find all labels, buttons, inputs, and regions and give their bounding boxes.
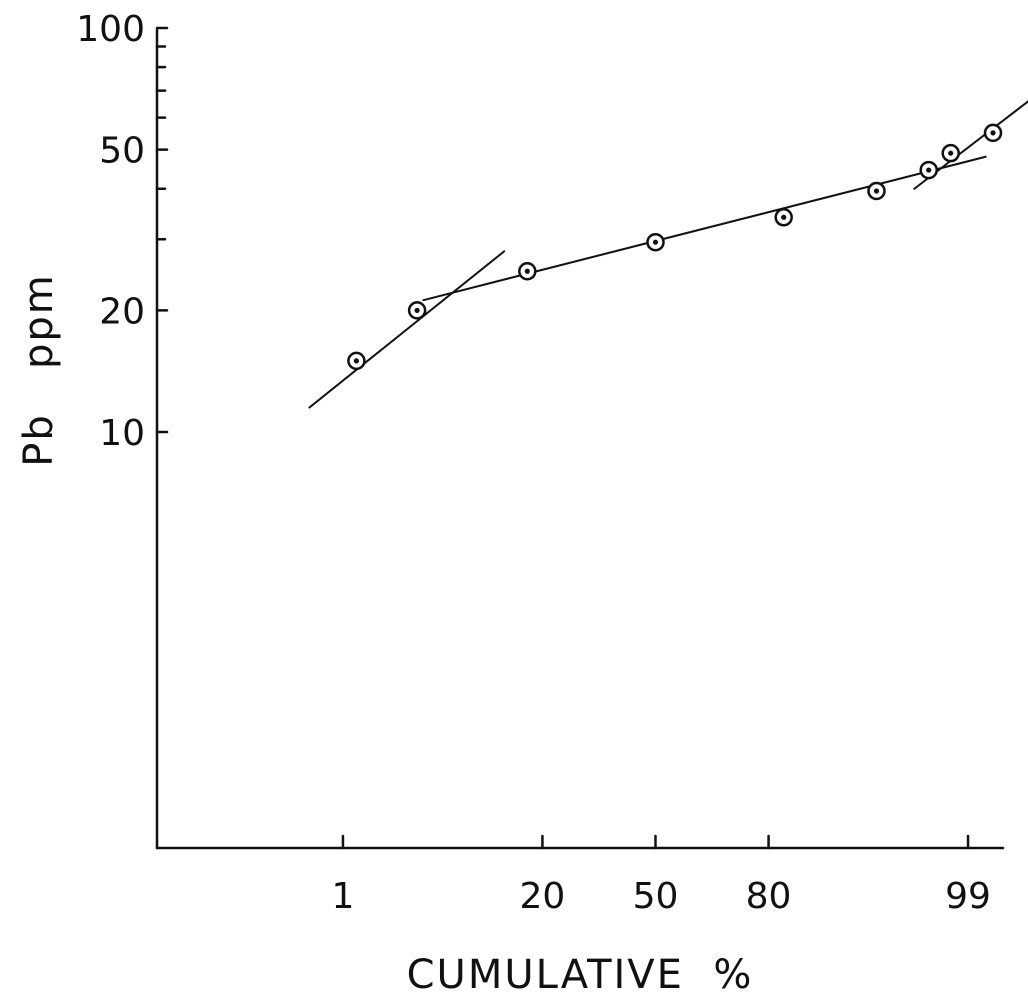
data-point-dot [873,188,880,194]
y-tick-label: 10 [99,413,145,454]
data-point [407,301,427,320]
data-point [774,208,793,227]
x-tick-label: 1 [332,876,355,917]
data-point [646,232,665,252]
data-point-dot [948,150,954,156]
x-tick-label: 99 [945,876,991,917]
tick-labels: 100 50 20 10 1 20 50 80 99 [76,9,991,917]
data-point-dot [781,214,787,220]
y-axis-label: Pb ppm [16,273,62,466]
data-point-dot [353,358,360,364]
data-point-dot [926,167,932,173]
x-tick-label: 20 [520,876,566,917]
fit-line [308,250,506,409]
data-points [347,123,1003,371]
x-tick-label: 80 [746,876,792,917]
data-point-dot [414,307,420,313]
data-point-dot [524,268,530,274]
data-point [518,261,537,281]
fit-lines [308,100,1028,409]
x-tick-label: 50 [633,876,679,917]
y-tick-label: 50 [99,131,145,172]
fit-line [422,155,987,302]
data-point [983,123,1003,143]
data-point [919,160,938,180]
data-point-dot [652,239,659,245]
data-point [941,143,960,163]
data-point [867,181,886,201]
x-axis-label: CUMULATIVE % [407,952,754,998]
data-point [347,351,366,371]
data-point-dot [990,130,996,136]
axes [155,26,1005,850]
y-tick-label: 20 [99,291,145,332]
y-tick-label: 100 [76,9,145,50]
